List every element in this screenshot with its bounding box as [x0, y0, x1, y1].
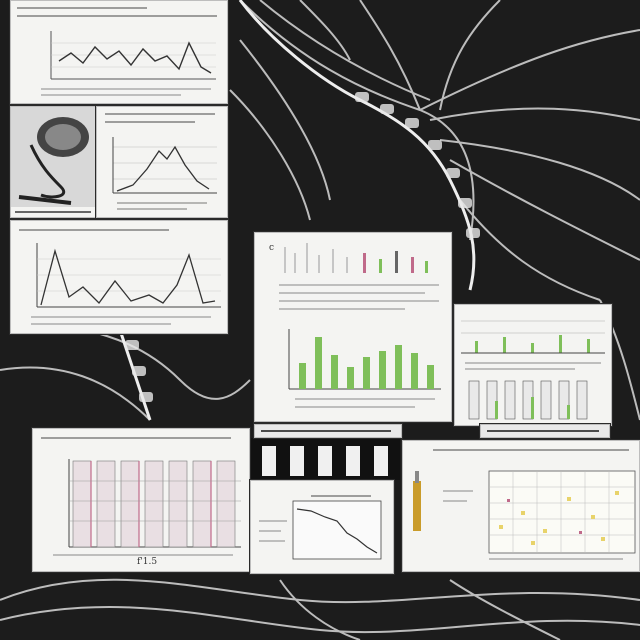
panel-footer: f'1.5	[137, 557, 158, 567]
header-strip	[254, 424, 402, 438]
panel-peak-chart	[96, 106, 228, 218]
panel-photo	[10, 106, 96, 218]
panel-letter: c	[269, 243, 275, 253]
panel-grid-chart	[402, 440, 640, 572]
panel-decay-chart	[250, 480, 394, 574]
panel-bar-chart-green: c	[254, 232, 452, 422]
panel-line-chart-top	[10, 0, 228, 104]
panel-bar-chart-right	[454, 304, 612, 426]
panel-striped-chart: f'1.5	[32, 428, 250, 572]
panel-line-chart-large	[10, 220, 228, 334]
header-strip-right	[480, 424, 610, 438]
